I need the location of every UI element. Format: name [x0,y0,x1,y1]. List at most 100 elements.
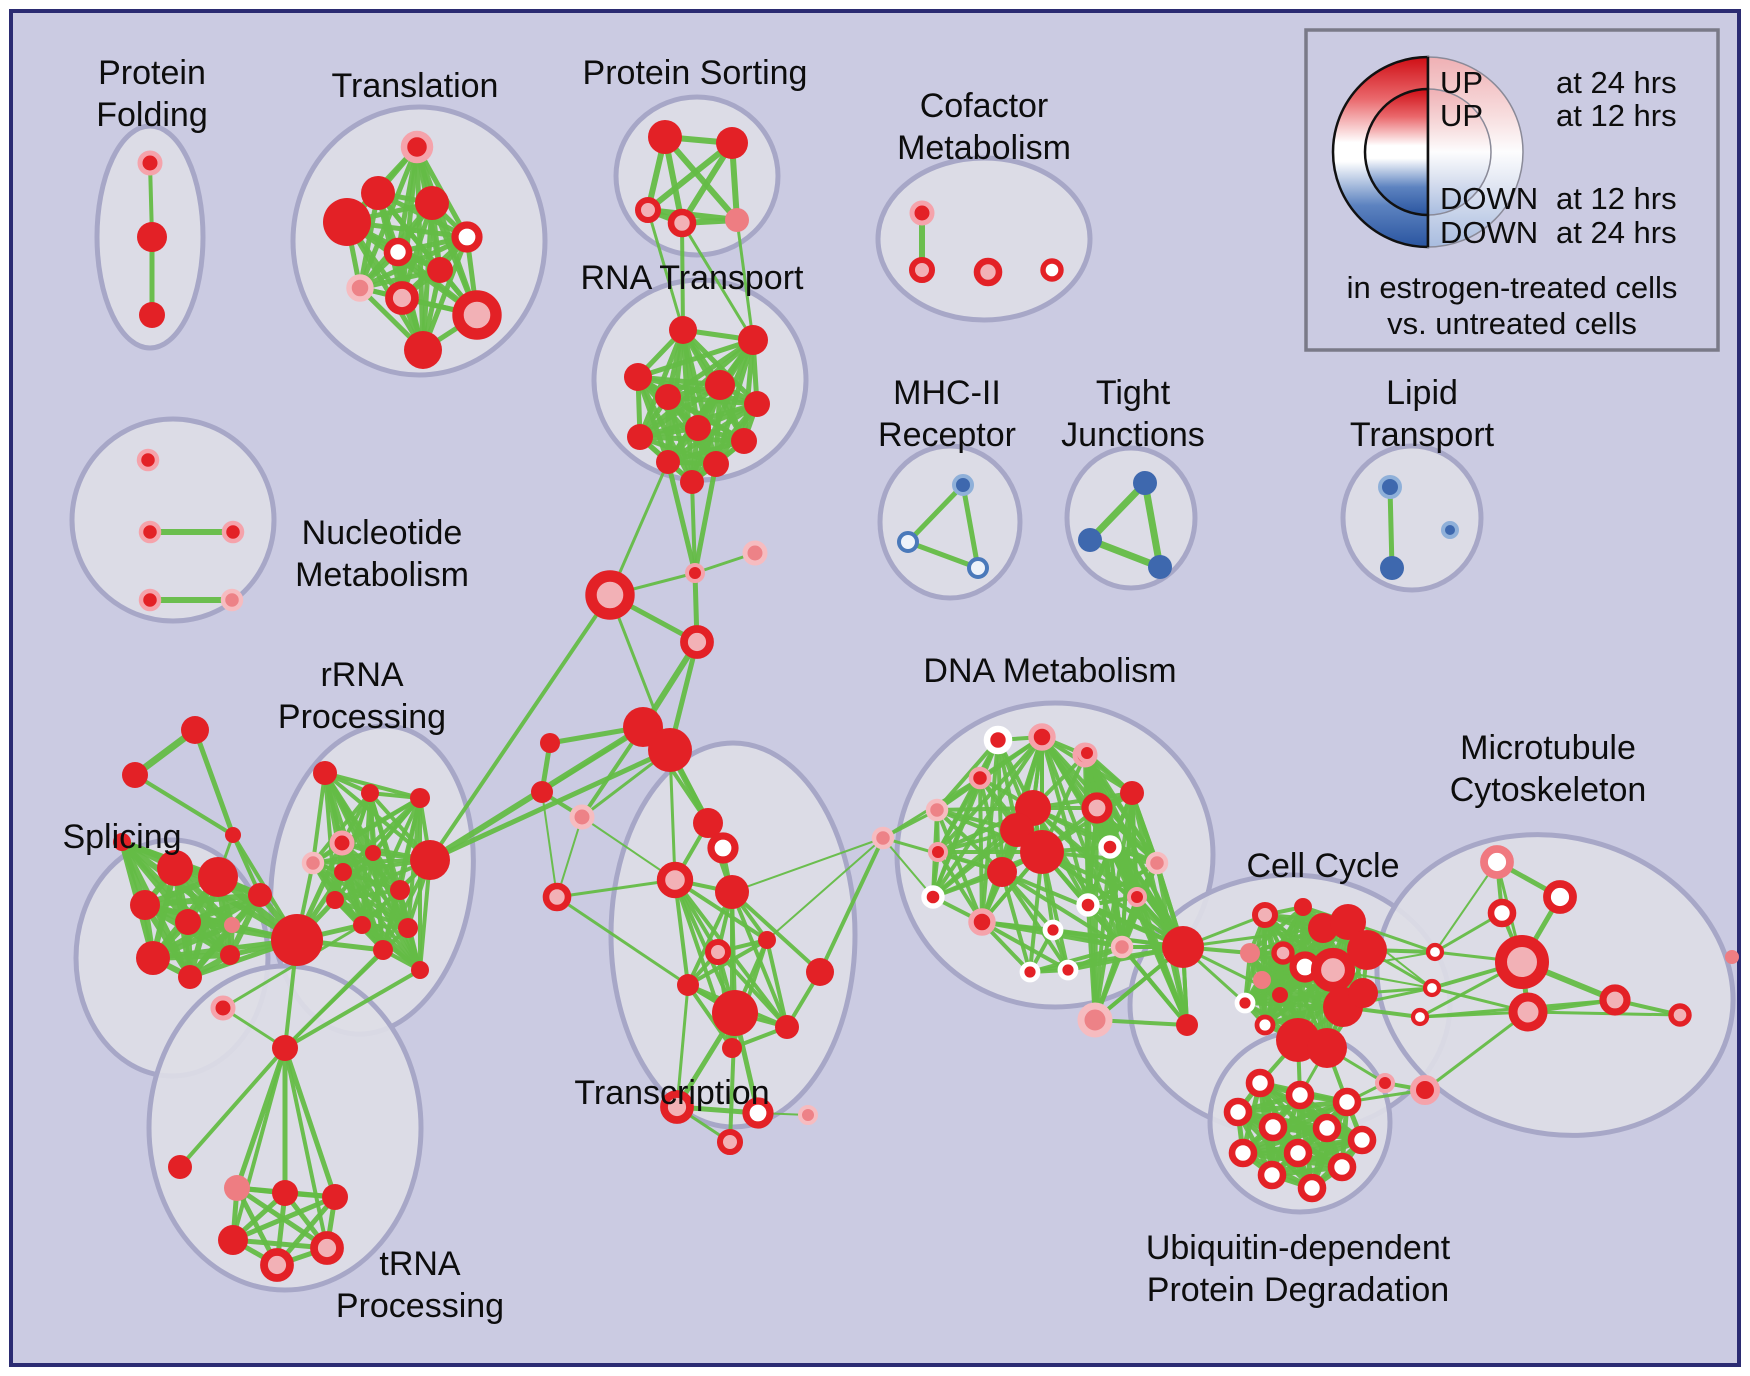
network-node [178,965,202,989]
network-node [1327,1152,1357,1182]
legend-caption-line1: in estrogen-treated cells [1347,270,1678,305]
network-edge [178,1046,287,1169]
network-node [667,208,697,238]
network-edge [282,1045,338,1200]
network-edge [686,938,769,987]
network-node [738,325,768,355]
network-edge [1141,479,1164,571]
network-edge [221,923,364,1010]
network-node [138,588,162,612]
network-node [1283,1138,1313,1168]
network-node [136,448,160,472]
network-node [1162,926,1204,968]
network-node [871,826,895,850]
network-edge [1434,861,1498,953]
network-node [1254,1014,1276,1036]
network-node [967,557,989,579]
network-node [656,450,680,474]
network-node [221,520,245,544]
network-edge [675,983,690,1109]
legend-caption-line2: vs. untreated cells [1387,306,1637,341]
network-edge [673,878,769,942]
cluster-label-mhc2-receptor: Receptor [878,416,1016,454]
network-node [968,766,992,790]
network-node [983,725,1013,755]
network-node [717,1129,743,1155]
network-node [326,891,344,909]
network-node [1133,471,1157,495]
network-edge [371,851,422,972]
network-node [1347,1125,1377,1155]
network-node [1495,935,1549,989]
network-node [775,1015,799,1039]
network-node [1040,258,1064,282]
network-node [1271,941,1295,965]
network-edge [680,221,755,342]
legend-glyph-inner-right [1427,88,1492,216]
network-node [909,200,935,226]
network-node [313,761,337,785]
network-node [139,302,165,328]
network-node [758,931,776,949]
network-edge [311,771,327,865]
network-node [703,451,729,477]
network-edge [689,401,760,485]
network-node [138,520,162,544]
network-node [452,290,502,340]
network-edge [420,234,470,353]
network-node [1258,1112,1288,1142]
network-edge [333,851,375,902]
network-node [1480,845,1514,879]
network-edge [645,140,735,213]
network-edge [662,134,740,223]
network-layer: Protein Folding Translation Protein Sorting… [62,54,1739,1325]
cluster-label-mhc2-receptor: MHC-II [893,374,1001,412]
network-edge [931,776,982,899]
legend-up12-label: UP [1440,98,1483,133]
network-edge [1120,945,1189,1027]
network-node [361,784,379,802]
cluster-label-rrna-processing: rRNA [320,656,403,694]
network-edge [541,791,558,898]
network-edge [333,888,402,902]
network-node [272,1180,298,1206]
network-node [353,916,371,934]
legend-down12-time: at 12 hrs [1556,181,1677,216]
network-node [1042,919,1064,941]
cluster-label-microtubule-cytoskeleton: Cytoskeleton [1450,771,1647,809]
cluster-label-trna-processing: Processing [336,1287,504,1325]
network-edge [1086,536,1164,571]
cluster-label-splicing: Splicing [62,818,181,856]
network-node [1081,792,1113,824]
network-node [635,197,661,223]
network-node [677,974,699,996]
network-node [1307,1028,1347,1068]
network-edge [905,482,966,545]
network-node [685,563,705,583]
network-node [427,257,453,283]
network-node [968,908,996,936]
network-node [1422,978,1442,998]
network-edge [665,459,698,576]
cluster-label-cofactor-metabolism: Cofactor [920,87,1049,125]
network-node [973,257,1003,287]
network-node [1223,1097,1253,1127]
network-node [725,208,749,232]
network-node [1028,723,1056,751]
network-node [1330,904,1366,940]
cluster-label-lipid-transport: Transport [1350,416,1495,454]
network-node [1145,851,1169,875]
network-edge [428,593,612,862]
cluster-label-translation: Translation [332,67,499,105]
network-node [271,914,323,966]
network-node [1240,943,1260,963]
network-node [669,316,697,344]
network-edge [333,898,422,972]
network-edge [960,482,981,571]
network-node [660,1090,694,1124]
network-node [220,945,240,965]
network-node [1441,521,1459,539]
network-node [731,428,757,454]
network-node [1297,1173,1327,1203]
network-node [925,798,949,822]
